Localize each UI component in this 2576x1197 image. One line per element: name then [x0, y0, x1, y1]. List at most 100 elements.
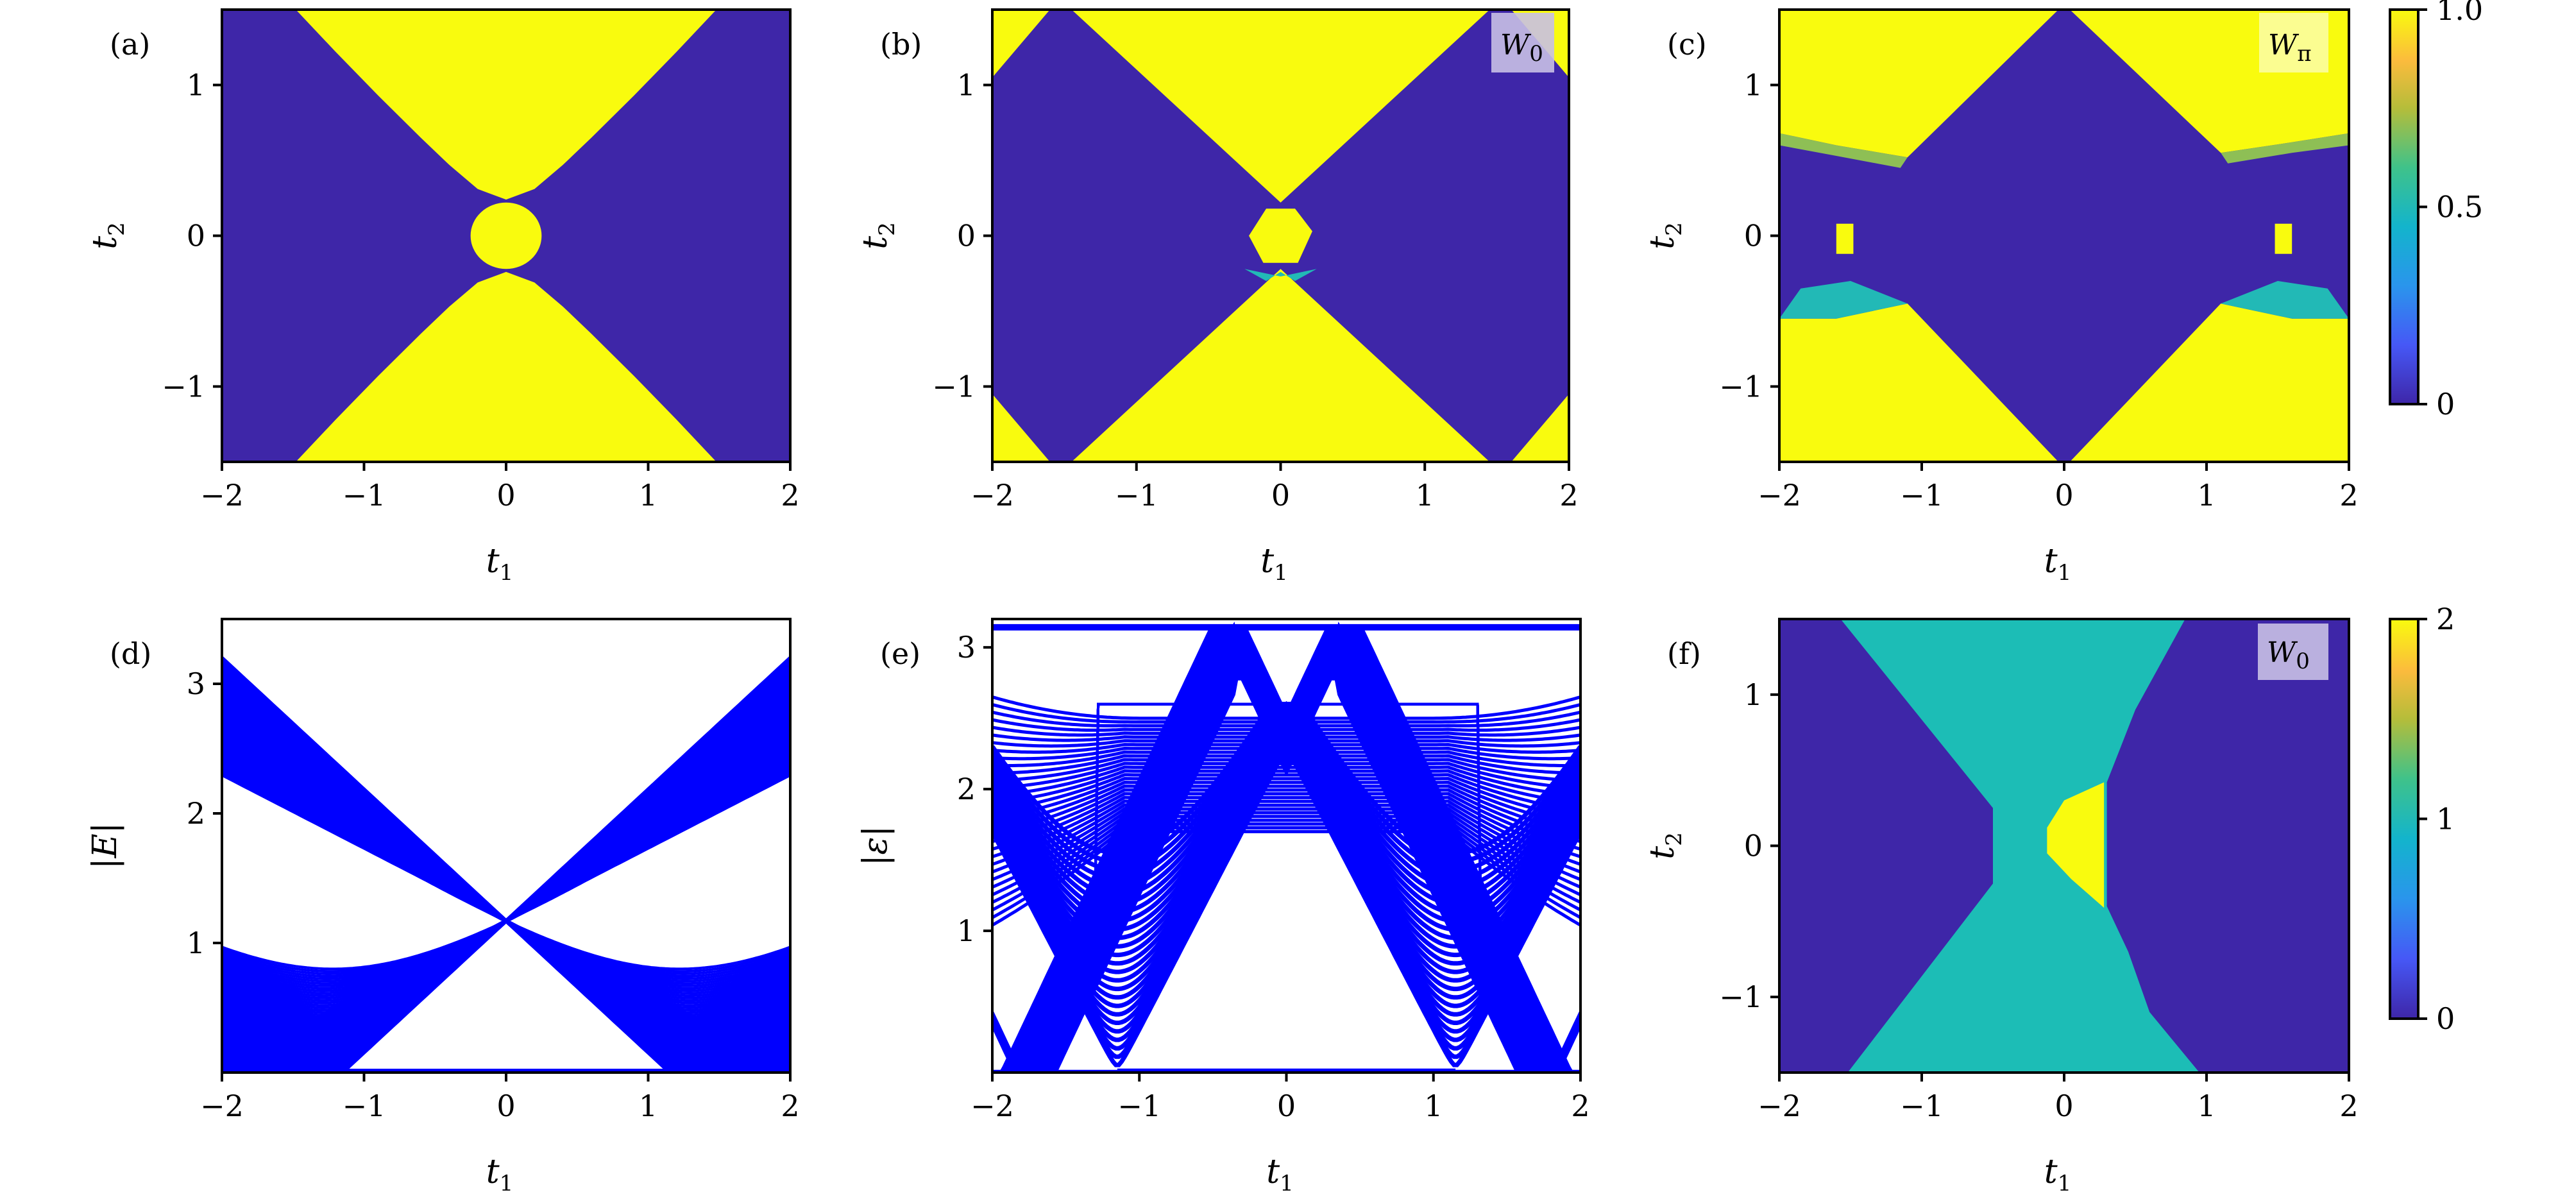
- heatmap-region: [1840, 619, 2199, 1073]
- x-tick-label: −1: [1900, 478, 1944, 513]
- band-line: [992, 726, 1580, 737]
- y-axis-label-main: t: [1643, 236, 1682, 250]
- y-axis-label-main: |ε|: [856, 826, 895, 866]
- x-axis-label: t1: [1260, 542, 1288, 586]
- heatmap-region: [2047, 782, 2105, 908]
- y-tick-label: 3: [187, 666, 205, 701]
- heatmap-region: [1071, 269, 1490, 462]
- x-tick-label: −1: [1900, 1089, 1944, 1123]
- y-tick-label: 1: [1744, 677, 1763, 712]
- heatmap-region: [2221, 133, 2349, 164]
- winding-badge-bg: [2258, 624, 2328, 680]
- plot-area: [1779, 10, 2349, 462]
- band-line: [992, 718, 1580, 732]
- x-axis-label: t1: [486, 1153, 514, 1196]
- heatmap-region: [1249, 208, 1312, 263]
- band-line: [992, 702, 1580, 724]
- x-axis-label-main: t: [2044, 1153, 2058, 1191]
- band-line: [992, 777, 1580, 820]
- x-tick-label: 2: [1559, 478, 1578, 513]
- band-line: [992, 792, 1580, 851]
- x-tick-label: 0: [1277, 1089, 1296, 1123]
- band-line: [992, 780, 1580, 828]
- heatmap-region: [1779, 10, 2059, 158]
- x-tick-label: 1: [2197, 478, 2216, 513]
- band-line: [992, 814, 1580, 897]
- colorbar-tick-label: 1: [2436, 802, 2455, 836]
- heatmap-region: [1779, 281, 1908, 319]
- winding-badge-bg: [1491, 13, 1554, 72]
- x-tick-label: 2: [781, 1089, 799, 1123]
- x-tick-label: 1: [639, 478, 657, 513]
- heatmap-region: [1779, 133, 1908, 168]
- panel-label: (a): [110, 27, 150, 62]
- y-tick-label: 2: [187, 796, 205, 831]
- x-axis-label-main: t: [486, 542, 500, 581]
- y-axis-label-sub: 2: [1661, 832, 1687, 846]
- band-line: [992, 795, 1580, 858]
- x-axis-label-sub: 1: [500, 560, 514, 586]
- spectrum-lines: [992, 621, 1580, 1073]
- y-axis-label: t2: [86, 222, 130, 250]
- band-line: [992, 710, 1580, 727]
- x-axis-label: t1: [2044, 1153, 2072, 1196]
- x-tick-label: −2: [200, 478, 244, 513]
- band-line: [992, 788, 1580, 844]
- heatmap-region: [992, 394, 1050, 462]
- x-tick-label: −1: [343, 478, 386, 513]
- x-tick-label: 1: [1416, 478, 1434, 513]
- y-tick-label: 1: [187, 926, 205, 960]
- x-tick-label: 2: [781, 478, 799, 513]
- x-tick-label: −1: [1115, 478, 1158, 513]
- band-line: [992, 773, 1580, 813]
- heatmap-region: [992, 10, 1050, 78]
- x-axis-label: t1: [1266, 1153, 1294, 1196]
- band-line: [992, 799, 1580, 866]
- winding-badge-sub: 0: [2296, 649, 2310, 674]
- plot-area: [992, 10, 1569, 462]
- y-axis-label: |ε|: [856, 826, 895, 866]
- x-tick-label: −2: [1758, 1089, 1801, 1123]
- heatmap-region: [1244, 269, 1317, 281]
- band-line: [992, 758, 1580, 783]
- band-line: [992, 695, 1580, 720]
- band-line: [992, 733, 1580, 742]
- band-line: [992, 818, 1580, 904]
- winding-badge-main: W: [1500, 29, 1532, 62]
- heatmap-region: [470, 202, 542, 269]
- heatmap-region: [2275, 223, 2292, 254]
- heatmap-region: [2069, 303, 2349, 462]
- x-tick-label: −1: [1117, 1089, 1161, 1123]
- x-tick-label: 0: [2055, 478, 2073, 513]
- winding-badge-bg: [2259, 13, 2328, 72]
- plot-area: [992, 621, 1580, 1073]
- band-line: [992, 784, 1580, 836]
- heatmap-region: [1779, 303, 2059, 462]
- winding-badge-main: W: [2268, 29, 2300, 62]
- band-line: [992, 754, 1580, 775]
- x-axis-label: t1: [2044, 542, 2072, 586]
- y-tick-label: 0: [187, 219, 205, 253]
- y-tick-label: 2: [957, 772, 976, 806]
- y-tick-label: 0: [1744, 829, 1763, 863]
- band-line: [222, 656, 790, 1073]
- colorbar-bar: [2389, 8, 2419, 405]
- y-axis-label: t2: [856, 222, 900, 250]
- colorbar-tick-label: 1.0: [2436, 0, 2483, 27]
- band-line: [992, 811, 1580, 889]
- band-line: [992, 746, 1580, 761]
- y-tick-label: −1: [162, 369, 205, 404]
- colorbar-2: 0 1 2: [2389, 602, 2455, 1036]
- plot-area: [222, 10, 790, 462]
- x-axis-label-sub: 1: [1280, 1171, 1294, 1196]
- band-line: [992, 739, 1580, 748]
- colorbar-tick-label: 0: [2436, 387, 2455, 421]
- panel-label: (f): [1667, 636, 1701, 671]
- winding-badge-main: W: [2267, 636, 2298, 669]
- x-tick-label: 2: [2339, 1089, 2358, 1123]
- y-tick-label: 0: [957, 219, 976, 253]
- heatmap-region: [1071, 10, 1490, 203]
